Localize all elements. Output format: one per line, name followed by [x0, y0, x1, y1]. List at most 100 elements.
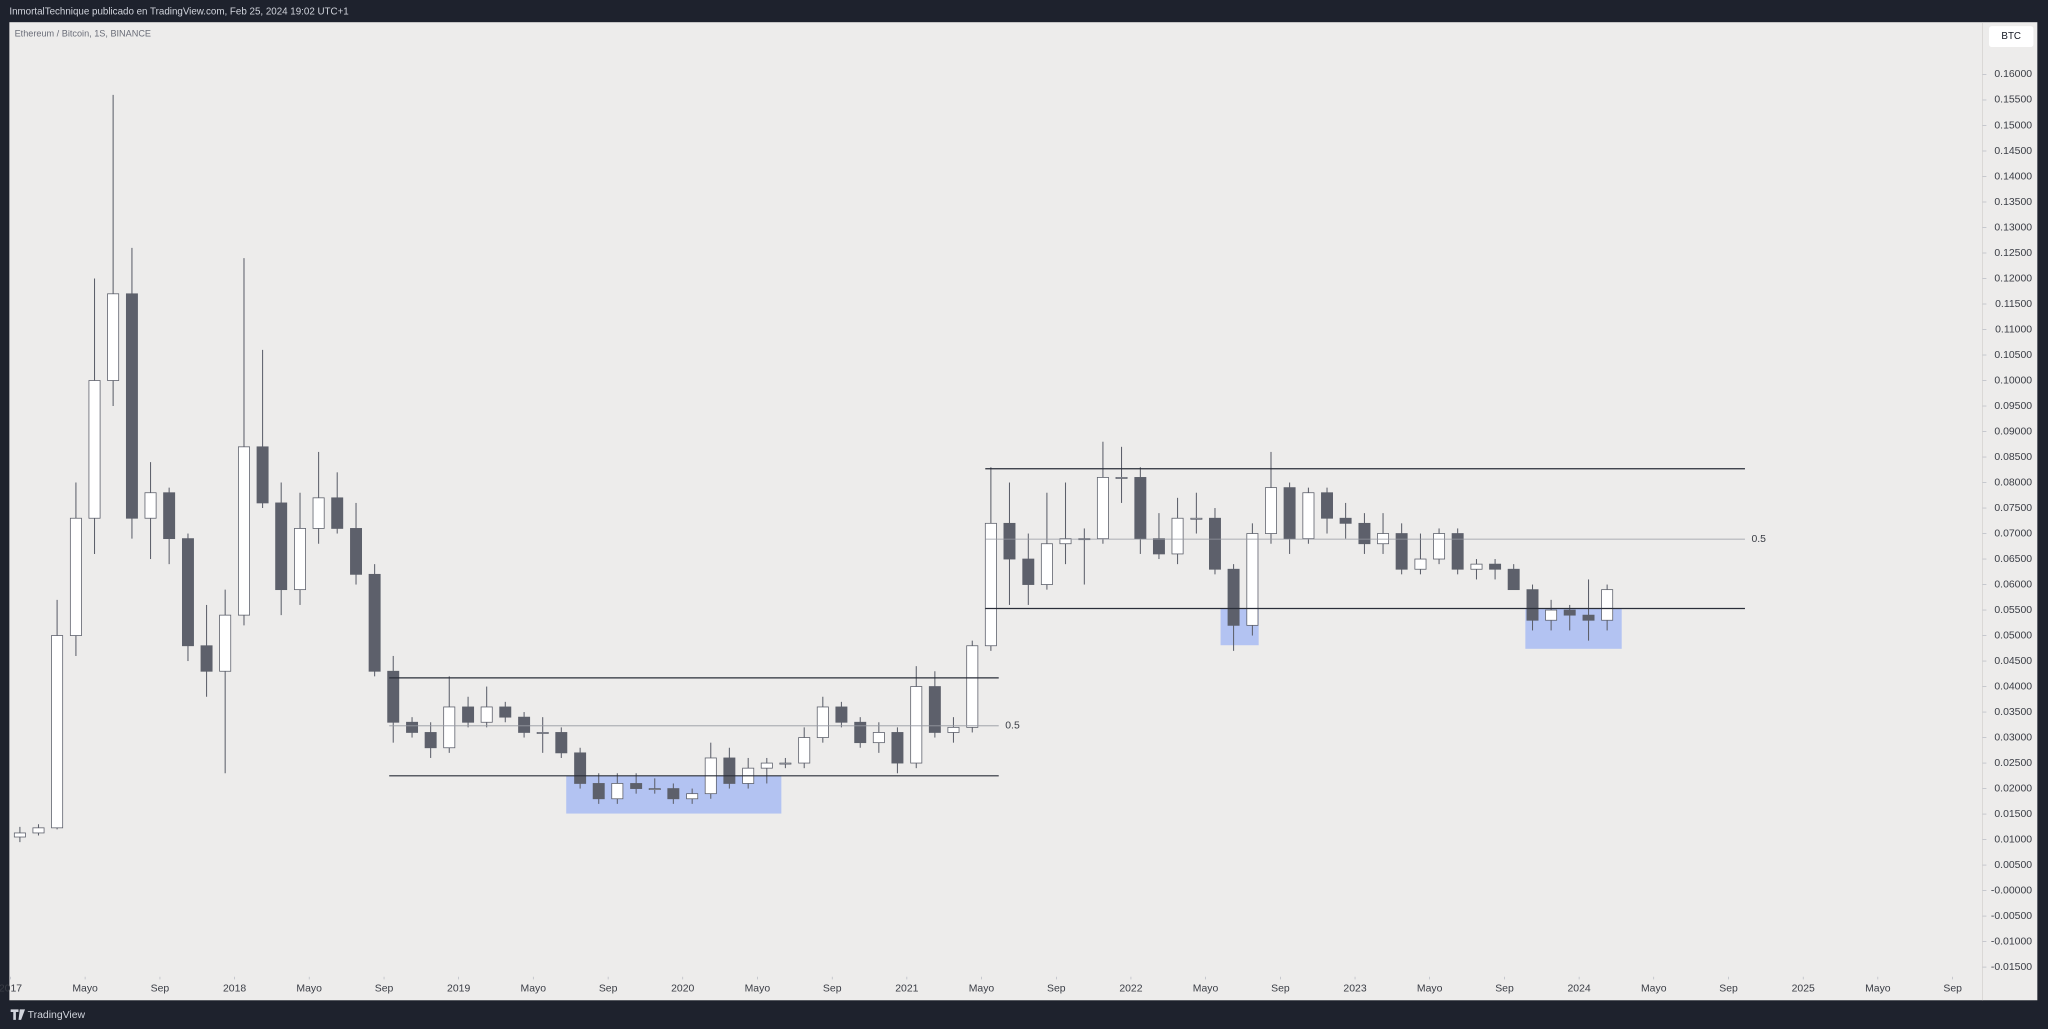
y-tick-label: 0.16000 [1994, 69, 2032, 80]
candle-body [1377, 533, 1390, 545]
candle-body [1265, 487, 1277, 534]
candle-body [947, 726, 960, 733]
candle-body [312, 497, 325, 529]
candle-body [1022, 558, 1035, 585]
candle-body [1451, 533, 1464, 570]
x-tick-label: Sep [599, 983, 618, 994]
symbol-title: Ethereum / Bitcoin, 1S, BINANCE [15, 28, 151, 38]
candle-body [723, 757, 736, 784]
candle-body [406, 721, 419, 733]
x-tick-label: 2024 [1568, 983, 1591, 994]
y-tick-label: 0.14500 [1994, 146, 2032, 157]
candle-body [1115, 477, 1128, 479]
candle-body [1339, 517, 1352, 524]
y-tick-label: 0.07000 [1994, 528, 2032, 539]
candle-body [592, 783, 605, 800]
footer: TradingView [10, 1009, 86, 1021]
y-tick-label: 0.10500 [1994, 350, 2032, 361]
candle-body [480, 706, 493, 723]
candle-body [1321, 492, 1333, 519]
x-tick-label: Sep [151, 983, 170, 994]
currency-box[interactable] [1989, 26, 2034, 48]
candle-body [1358, 522, 1371, 545]
y-tick-label: 0.09500 [1994, 401, 2032, 412]
candle-body [630, 783, 643, 789]
y-tick-label: 0.11500 [1995, 299, 2032, 310]
candle-body [1582, 614, 1595, 621]
candle-body [1171, 517, 1184, 555]
x-tick-label: Mayo [1193, 983, 1219, 994]
candle-body [910, 686, 923, 764]
y-tick-label: 0.15000 [1994, 120, 2032, 131]
candle-body [1302, 492, 1315, 540]
candle-body [518, 716, 531, 733]
y-tick-label: 0.03000 [1994, 732, 2032, 743]
candle-body [872, 732, 885, 744]
x-tick-label: 2018 [223, 983, 246, 994]
candle-body [1433, 533, 1446, 560]
candle-body [574, 752, 587, 784]
range-mid-label: 0.5 [1005, 721, 1020, 732]
candle-body [1414, 558, 1427, 570]
range-mid-label: 0.5 [1751, 534, 1766, 545]
x-tick-label: Sep [1271, 983, 1290, 994]
y-tick-label: -0.00500 [1991, 911, 2032, 922]
candle-body [88, 380, 101, 519]
candle-body [760, 762, 773, 769]
y-tick-label: 0.04000 [1994, 681, 2032, 692]
candle-body [69, 517, 82, 636]
candle-body [1152, 538, 1165, 555]
x-tick-label: 2017 [0, 983, 22, 994]
y-tick-label: 0.06500 [1994, 554, 2032, 565]
candle-body [125, 293, 138, 519]
x-tick-label: 2019 [447, 983, 470, 994]
candle-body [816, 706, 829, 738]
candle-body [368, 573, 381, 672]
candle-body [1526, 589, 1539, 621]
currency-label[interactable]: BTC [2001, 31, 2021, 42]
x-tick-label: Mayo [72, 983, 98, 994]
candle-body [144, 492, 157, 519]
candle-body [181, 538, 194, 647]
candle-body [1601, 589, 1614, 621]
candle-body [798, 737, 811, 764]
y-tick-label: 0.07500 [1994, 503, 2032, 514]
x-tick-label: 2022 [1119, 983, 1142, 994]
x-tick-label: 2020 [671, 983, 694, 994]
candle-body [238, 446, 250, 616]
candle-body [1545, 609, 1558, 621]
candle-body [32, 827, 45, 834]
x-tick-label: Mayo [1417, 983, 1443, 994]
x-tick-label: Mayo [521, 983, 547, 994]
x-tick-label: Mayo [1641, 983, 1667, 994]
candle-body [1507, 568, 1520, 591]
y-tick-label: 0.05500 [1994, 605, 2032, 616]
y-tick-label: 0.08000 [1994, 477, 2032, 488]
candle-body [854, 721, 867, 744]
axes: -0.01500 -0.01000 -0.00500 -0.00000 0.00500 0… [0, 69, 2032, 994]
candle-body [966, 645, 979, 728]
candle-body [163, 492, 176, 540]
tv-logo [10, 1009, 26, 1020]
x-tick-label: Mayo [745, 983, 771, 994]
candle-body [667, 788, 680, 800]
brand: TradingView [28, 1010, 86, 1021]
candle-body [331, 497, 344, 529]
candle-body [1395, 533, 1408, 570]
candle-body [1209, 517, 1221, 570]
candle-body [107, 293, 120, 381]
candle-body [1059, 538, 1072, 545]
candle-body [462, 706, 475, 723]
candle-body [51, 635, 64, 829]
candle-body [443, 706, 456, 749]
candle-body [835, 706, 848, 723]
x-tick-label: Sep [1719, 983, 1738, 994]
x-tick-label: 2021 [895, 983, 918, 994]
plot-area: 0.5 0.5 [13, 94, 1766, 843]
y-tick-label: 0.14000 [1994, 171, 2032, 182]
candle-body [686, 793, 699, 800]
x-tick-label: 2023 [1343, 983, 1366, 994]
candle-body [648, 788, 661, 791]
y-tick-label: -0.01500 [1991, 962, 2032, 973]
